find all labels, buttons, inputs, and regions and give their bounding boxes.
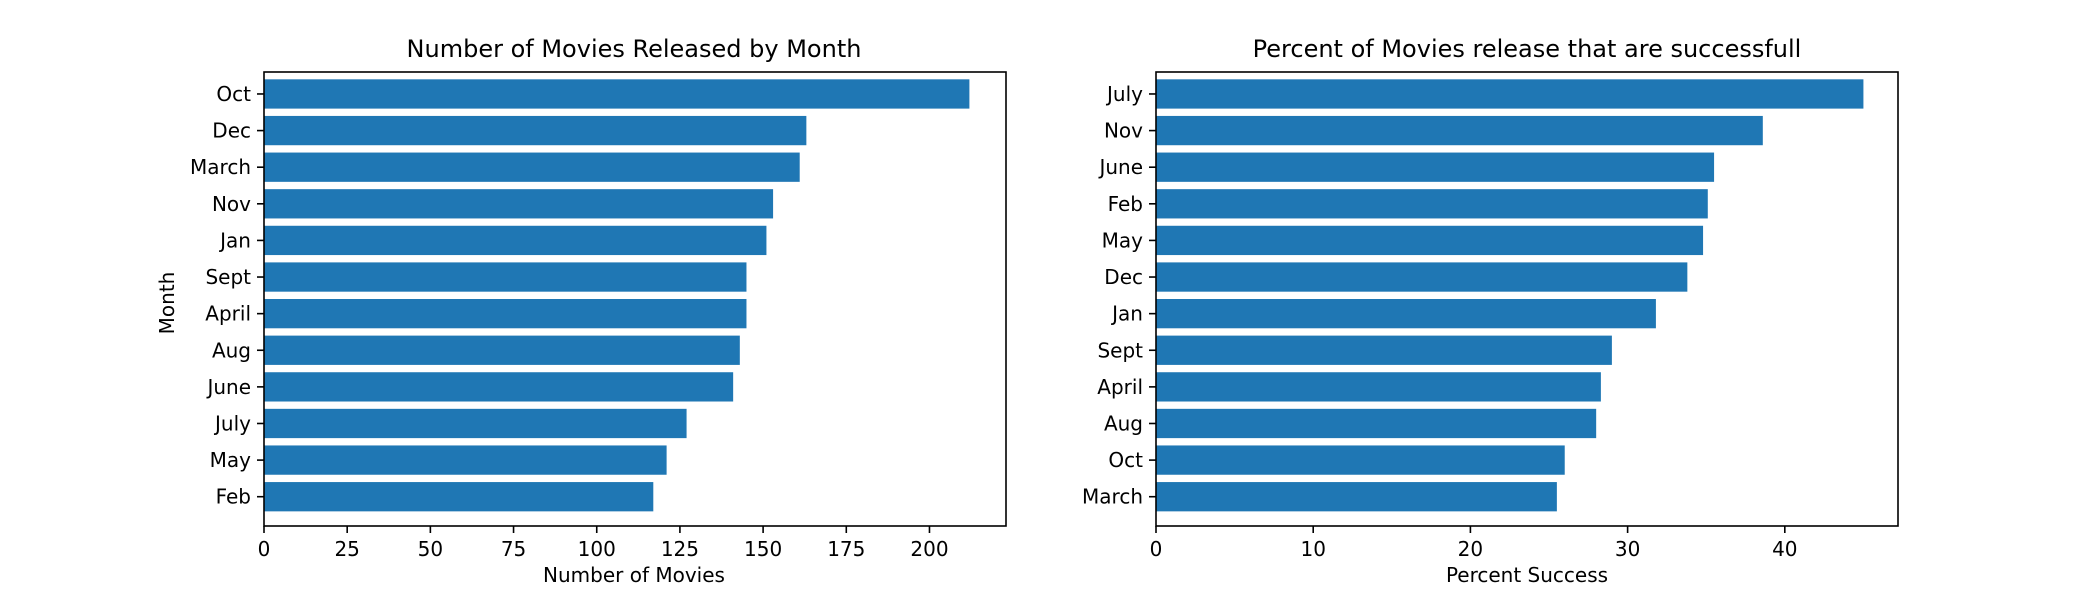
y-tick-label: June (1097, 155, 1143, 179)
y-tick-label: Nov (212, 192, 251, 216)
y-tick-label: March (190, 155, 251, 179)
bar-feb (264, 482, 654, 512)
x-tick-label: 10 (1300, 537, 1325, 561)
y-tick-label: Feb (1108, 192, 1143, 216)
plot-frame (1155, 71, 1899, 527)
y-tick-label: May (210, 448, 252, 472)
bar-aug (1156, 408, 1597, 439)
bar-july (1156, 79, 1864, 109)
x-tick-label: 100 (578, 537, 616, 561)
bar-aug (264, 335, 740, 365)
x-axis-label: Number of Movies (543, 563, 725, 587)
bar-feb (1156, 189, 1708, 219)
y-tick-label: May (1102, 228, 1144, 252)
y-tick-label: Dec (212, 119, 251, 143)
x-tick-label: 30 (1615, 537, 1640, 561)
x-tick-label: 40 (1772, 537, 1797, 561)
x-tick-label: 20 (1458, 537, 1483, 561)
bar-july (264, 408, 687, 439)
bar-jan (1156, 299, 1656, 329)
bar-dec (264, 115, 807, 146)
bar-may (264, 445, 667, 475)
y-tick-label: July (1105, 82, 1143, 106)
bar-dec (1156, 262, 1688, 292)
bar-jan (264, 225, 767, 256)
y-tick-label: Feb (216, 485, 251, 509)
plot-frame (263, 71, 1007, 527)
y-tick-label: Sept (205, 265, 251, 289)
y-tick-label: Sept (1097, 338, 1143, 362)
bar-april (264, 299, 747, 329)
y-tick-label: June (205, 375, 251, 399)
bar-may (1156, 225, 1704, 256)
y-tick-label: Oct (1108, 448, 1143, 472)
x-tick-label: 200 (910, 537, 948, 561)
x-tick-label: 50 (418, 537, 443, 561)
x-tick-label: 125 (661, 537, 699, 561)
x-tick-label: 150 (744, 537, 782, 561)
x-axis-label: Percent Success (1446, 563, 1608, 587)
bar-june (1156, 152, 1715, 182)
y-tick-label: Jan (218, 228, 251, 252)
y-axis-label: Month (155, 272, 179, 335)
y-tick-label: Aug (1104, 411, 1143, 435)
bar-march (264, 152, 800, 182)
x-tick-label: 75 (501, 537, 526, 561)
y-tick-label: Nov (1104, 119, 1143, 143)
x-tick-label: 25 (334, 537, 359, 561)
y-tick-label: Aug (212, 338, 251, 362)
bar-nov (1156, 115, 1763, 146)
y-tick-label: April (1097, 375, 1143, 399)
x-tick-label: 0 (1150, 537, 1163, 561)
chart-movies-released: Number of Movies Released by Month Numbe… (155, 35, 1007, 587)
y-tick-label: Jan (1110, 302, 1143, 326)
bar-sept (1156, 335, 1612, 365)
x-tick-label: 175 (827, 537, 865, 561)
y-tick-label: July (213, 411, 251, 435)
bar-march (1156, 482, 1557, 512)
bar-june (264, 372, 734, 402)
bar-april (1156, 372, 1601, 402)
bar-nov (264, 189, 774, 219)
chart-title: Percent of Movies release that are succe… (1253, 35, 1802, 63)
y-tick-label: March (1082, 485, 1143, 509)
y-tick-label: Dec (1104, 265, 1143, 289)
bar-oct (1156, 445, 1565, 475)
bar-oct (264, 79, 970, 109)
chart-percent-success: Percent of Movies release that are succe… (1082, 35, 1899, 587)
x-tick-label: 0 (258, 537, 271, 561)
chart-title: Number of Movies Released by Month (407, 35, 862, 63)
y-tick-label: April (205, 302, 251, 326)
y-tick-label: Oct (216, 82, 251, 106)
bar-sept (264, 262, 747, 292)
